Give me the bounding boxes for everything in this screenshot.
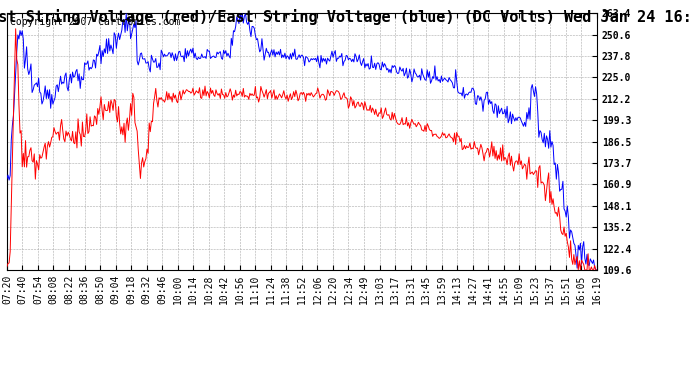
Text: Copyright 2007 Cartronics.com: Copyright 2007 Cartronics.com xyxy=(10,17,180,27)
Text: West String Voltage (red)/East String Voltage (blue) (DC Volts) Wed Jan 24 16:51: West String Voltage (red)/East String Vo… xyxy=(0,9,690,26)
